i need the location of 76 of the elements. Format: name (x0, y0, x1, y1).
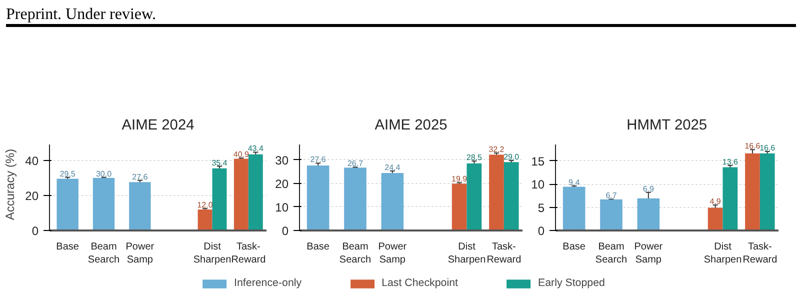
chart-title: AIME 2025 (374, 118, 448, 134)
data-label: 35.4 (212, 158, 228, 168)
y-tick-label: 0 (32, 224, 39, 238)
bar (234, 158, 248, 230)
chart-title: HMMT 2025 (626, 118, 708, 134)
bar (92, 178, 115, 230)
text: Preprint. Under review. (6, 5, 156, 25)
data-label: 16.6 (744, 142, 761, 151)
bar (600, 199, 622, 230)
x-tick-label: Base (56, 242, 80, 252)
legend-label: Inference-only (234, 277, 302, 289)
data-label: 24.4 (384, 162, 401, 172)
bar (248, 154, 263, 230)
data-label: 12.0 (197, 200, 214, 210)
x-tick-label: Task- Reward (486, 242, 522, 266)
y-tick-label: 30 (275, 153, 289, 168)
data-label: 6.7 (606, 191, 618, 200)
bar (198, 209, 212, 230)
bar (212, 168, 227, 230)
bar (306, 165, 330, 230)
bar (344, 168, 366, 230)
bar (760, 153, 775, 230)
data-label: 29.0 (504, 152, 520, 162)
data-label: 6.9 (642, 184, 655, 194)
data-label: 40.9 (233, 150, 250, 160)
y-tick-label: 40 (25, 154, 39, 168)
bar (452, 184, 467, 230)
data-label: 13.6 (722, 157, 739, 166)
data-label: 16.6 (760, 143, 776, 152)
x-tick-label: Beam Search (339, 242, 372, 266)
x-tick-label: Power Samp (126, 242, 155, 266)
y-tick-label: 5 (538, 200, 545, 215)
y-tick-label: 15 (531, 154, 545, 168)
x-tick-label: Beam Search (595, 242, 628, 266)
data-label: 4.9 (710, 196, 722, 206)
bar (56, 178, 78, 230)
y-tick-label: 0 (282, 224, 289, 238)
bar (466, 163, 482, 230)
bar (489, 154, 504, 230)
data-label: 27.6 (310, 155, 326, 164)
data-label: 9.4 (568, 178, 580, 187)
y-tick-label: 0 (538, 224, 545, 238)
x-tick-label: Dist Sharpen (448, 242, 486, 266)
bar (637, 198, 660, 230)
data-label: 26.7 (347, 159, 364, 168)
x-tick-label: Beam Search (88, 242, 120, 266)
x-tick-label: Task- Reward (742, 242, 778, 266)
x-tick-label: Base (306, 242, 330, 252)
data-label: 29.5 (60, 169, 76, 178)
bar (745, 153, 760, 230)
legend-label: Last Checkpoint (382, 277, 458, 289)
data-label: 28.5 (466, 153, 483, 162)
y-tick-label: 20 (25, 188, 39, 203)
bar (722, 167, 738, 230)
x-tick-label: Dist Sharpen (704, 242, 742, 266)
y-tick-label: 10 (275, 200, 289, 214)
data-label: 19.9 (452, 174, 468, 184)
x-tick-label: Power Samp (634, 242, 664, 266)
y-tick-label: 20 (275, 176, 289, 191)
data-label: 27.6 (132, 172, 148, 182)
data-label: 43.4 (248, 144, 264, 154)
chart-title: AIME 2024 (122, 118, 194, 134)
y-tick-label: 10 (531, 178, 545, 192)
legend-label: Early Stopped (538, 277, 605, 289)
bar (504, 162, 519, 230)
data-label: 30.0 (96, 169, 112, 178)
data-label: 32.2 (488, 145, 505, 154)
x-tick-label: Task- Reward (231, 242, 266, 266)
x-tick-label: Power Samp (378, 242, 408, 266)
y-axis-title: Accuracy (%) (3, 148, 18, 220)
bar (129, 182, 151, 230)
bar (708, 208, 723, 230)
x-tick-label: Base (562, 242, 586, 252)
bar (381, 173, 404, 230)
bar (562, 186, 586, 230)
x-tick-label: Dist Sharpen (193, 242, 232, 266)
